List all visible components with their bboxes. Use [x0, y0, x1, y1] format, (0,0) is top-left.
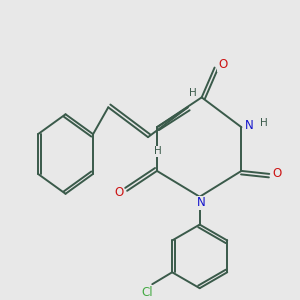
- Text: H: H: [260, 118, 268, 128]
- Text: H: H: [154, 146, 162, 156]
- Text: O: O: [218, 58, 227, 71]
- Text: Cl: Cl: [142, 286, 153, 299]
- Text: N: N: [197, 196, 206, 209]
- Text: N: N: [245, 119, 254, 132]
- Text: O: O: [273, 167, 282, 180]
- Text: O: O: [115, 186, 124, 199]
- Text: H: H: [189, 88, 196, 98]
